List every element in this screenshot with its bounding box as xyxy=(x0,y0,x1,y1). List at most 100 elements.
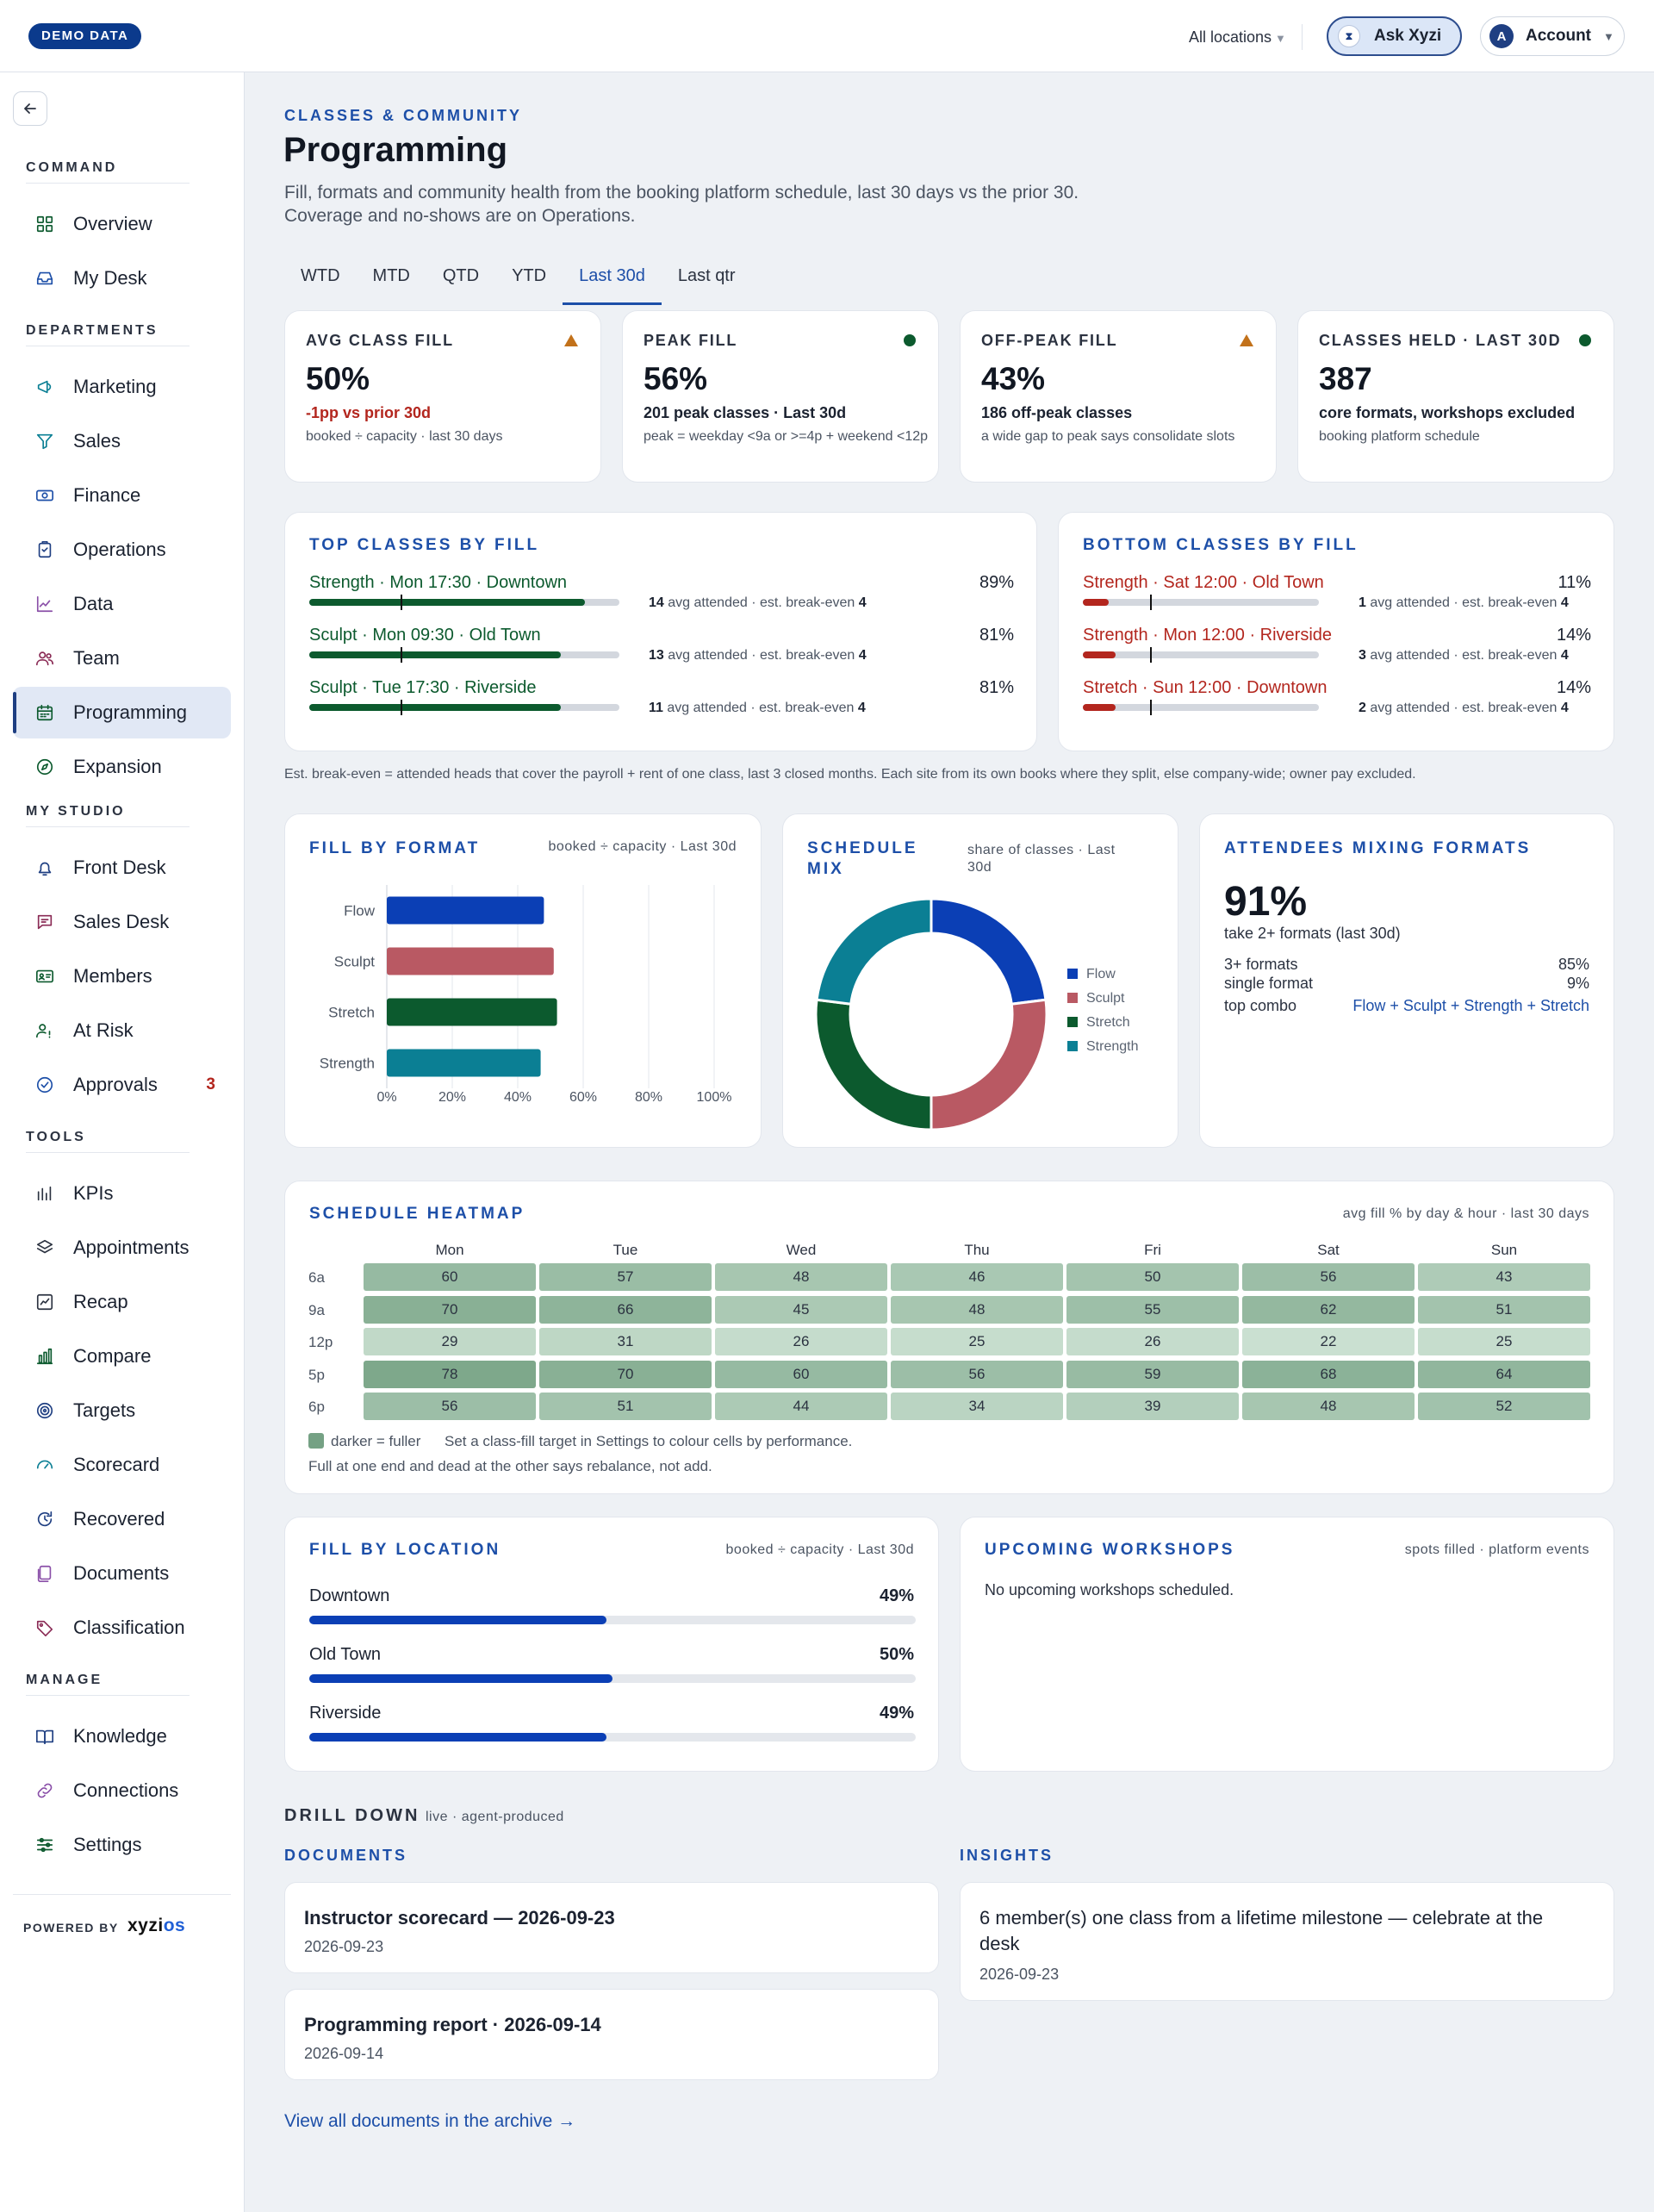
tab-qtd[interactable]: QTD xyxy=(442,266,480,285)
heatmap-cell: 64 xyxy=(1418,1360,1590,1388)
ask-xyzi-button[interactable]: ⧗ Ask Xyzi xyxy=(1327,16,1462,56)
sidebar-item-approvals[interactable]: Approvals 3 xyxy=(13,1059,231,1111)
x-tick-label: 0% xyxy=(376,1090,396,1105)
approvals-count-badge: 3 xyxy=(206,1075,215,1094)
document-card[interactable]: Instructor scorecard — 2026-09-23 2026-09… xyxy=(284,1882,939,1973)
insight-card[interactable]: 6 member(s) one class from a lifetime mi… xyxy=(960,1882,1614,2001)
mixing-caption: take 2+ formats (last 30d) xyxy=(1224,925,1401,942)
sidebar-item-my-desk[interactable]: My Desk xyxy=(13,252,231,304)
fill-by-format-card: FILL BY FORMAT booked ÷ capacity · Last … xyxy=(284,813,762,1148)
sidebar-item-at-risk[interactable]: At Risk xyxy=(13,1005,231,1056)
heatmap-day-label: Sat xyxy=(1317,1242,1340,1258)
heatmap-cell: 34 xyxy=(891,1393,1063,1420)
kpi-card: CLASSES HELD · LAST 30D 387 core formats, … xyxy=(1297,310,1614,483)
upcoming-workshops-card: UPCOMING WORKSHOPS spots filled · platfo… xyxy=(960,1517,1614,1772)
sidebar-item-recap[interactable]: Recap xyxy=(13,1276,231,1328)
sidebar-item-label: Knowledge xyxy=(73,1725,167,1747)
archive-link[interactable]: View all documents in the archive → xyxy=(284,2111,576,2131)
kpi-label: AVG CLASS FILL xyxy=(306,332,454,349)
legend-swatch xyxy=(1067,993,1078,1003)
class-detail: 3 avg attended · est. break-even 4 xyxy=(1359,648,1569,664)
kpi-label: CLASSES HELD · LAST 30D xyxy=(1319,332,1562,349)
breakeven-value: 4 xyxy=(1560,595,1569,610)
tab-ytd[interactable]: YTD xyxy=(512,266,547,285)
tab-last-qtr[interactable]: Last qtr xyxy=(677,266,736,285)
sidebar-item-connections[interactable]: Connections xyxy=(13,1765,231,1816)
card-title: FILL BY LOCATION xyxy=(309,1541,501,1559)
card-title: TOP CLASSES BY FILL xyxy=(309,536,540,554)
tab-wtd[interactable]: WTD xyxy=(301,266,340,285)
collapse-sidebar-button[interactable] xyxy=(13,91,47,126)
legend-item-strength: Strength xyxy=(1067,1039,1138,1055)
bar-flow xyxy=(387,896,544,925)
page-subtitle: Fill, formats and community health from … xyxy=(284,181,1079,227)
sidebar-item-knowledge[interactable]: Knowledge xyxy=(13,1710,231,1762)
sidebar-item-documents[interactable]: Documents xyxy=(13,1548,231,1599)
banknote-icon xyxy=(35,486,54,505)
avg-attended-value: 13 xyxy=(649,648,664,663)
heatmap-cell: 25 xyxy=(1418,1328,1590,1355)
check-circle-icon xyxy=(35,1075,54,1094)
document-card[interactable]: Programming report · 2026-09-14 2026-09-1… xyxy=(284,1989,939,2080)
heatmap-legend-note: Set a class-fill target in Settings to c… xyxy=(445,1433,853,1449)
page-subtitle-line-1: Fill, formats and community health from … xyxy=(284,183,1079,203)
kpi-delta: core formats, workshops excluded xyxy=(1319,404,1576,421)
fill-bar xyxy=(1083,651,1116,658)
account-label: Account xyxy=(1526,27,1591,45)
sidebar-item-compare[interactable]: Compare xyxy=(13,1330,231,1382)
tab-mtd[interactable]: MTD xyxy=(372,266,410,285)
card-meta: booked ÷ capacity · Last 30d xyxy=(548,839,737,854)
breakeven-marker xyxy=(401,700,402,715)
sidebar-item-operations[interactable]: Operations xyxy=(13,524,231,576)
sidebar-item-data[interactable]: Data xyxy=(13,578,231,630)
card-title: ATTENDEES MIXING FORMATS xyxy=(1224,839,1532,857)
chevron-down-icon: ▼ xyxy=(1603,29,1614,43)
kpi-delta: 201 peak classes · Last 30d xyxy=(644,404,847,421)
sidebar-item-expansion[interactable]: Expansion xyxy=(13,741,231,793)
sidebar-item-scorecard[interactable]: Scorecard xyxy=(13,1439,231,1491)
sidebar-item-settings[interactable]: Settings xyxy=(13,1819,231,1871)
sidebar-item-front-desk[interactable]: Front Desk xyxy=(13,842,231,894)
sidebar-item-sales-desk[interactable]: Sales Desk xyxy=(13,896,231,948)
heatmap-cell: 25 xyxy=(891,1328,1063,1355)
card-title: BOTTOM CLASSES BY FILL xyxy=(1083,536,1359,554)
sidebar-item-kpis[interactable]: KPIs xyxy=(13,1168,231,1219)
sidebar-item-recovered[interactable]: Recovered xyxy=(13,1493,231,1545)
sidebar-item-programming[interactable]: Programming xyxy=(13,687,231,738)
mixing-row-value: Flow + Sculpt + Strength + Stretch xyxy=(1352,997,1589,1014)
sidebar-item-team[interactable]: Team xyxy=(13,632,231,684)
location-select[interactable]: All locations ▼ xyxy=(1189,24,1303,50)
class-fill-row: Stretch · Sun 12:00 · Downtown 2 avg atte… xyxy=(1083,678,1591,723)
sidebar-item-label: Marketing xyxy=(73,376,157,397)
legend-item-stretch: Stretch xyxy=(1067,1015,1130,1031)
funnel-icon xyxy=(35,432,54,451)
heatmap-cell: 56 xyxy=(891,1360,1063,1388)
kpi-value: 56% xyxy=(644,361,708,396)
location-fill-pct: 49% xyxy=(879,1704,914,1723)
sidebar-item-marketing[interactable]: Marketing xyxy=(13,361,231,413)
sidebar-item-sales[interactable]: Sales xyxy=(13,415,231,467)
sidebar-item-targets[interactable]: Targets xyxy=(13,1385,231,1436)
tab-last-30d[interactable]: Last 30d xyxy=(563,257,662,305)
sidebar-item-overview[interactable]: Overview xyxy=(13,198,231,250)
fill-bar-track xyxy=(1083,595,1319,610)
ask-xyzi-label: Ask Xyzi xyxy=(1374,27,1442,45)
heatmap-cell: 31 xyxy=(539,1328,712,1355)
sliders-icon xyxy=(35,1835,54,1854)
calendar-icon xyxy=(35,703,54,722)
slice-stretch xyxy=(814,998,933,1131)
sidebar-item-finance[interactable]: Finance xyxy=(13,470,231,521)
account-button[interactable]: A Account ▼ xyxy=(1480,16,1625,56)
heatmap-cell: 48 xyxy=(1242,1393,1415,1420)
class-fill-row: Strength · Sat 12:00 · Old Town 1 avg att… xyxy=(1083,573,1591,618)
sidebar-item-label: At Risk xyxy=(73,1019,134,1041)
sidebar-item-label: Connections xyxy=(73,1779,179,1801)
document-date: 2026-09-14 xyxy=(304,2045,384,2062)
card-title-line-2: MIX xyxy=(807,860,844,878)
sidebar-item-members[interactable]: Members xyxy=(13,950,231,1002)
drill-down-title: DRILL DOWN xyxy=(284,1806,420,1825)
card-title: SCHEDULE HEATMAP xyxy=(309,1205,525,1223)
sidebar-item-appointments[interactable]: Appointments xyxy=(13,1222,231,1274)
sidebar-item-classification[interactable]: Classification xyxy=(13,1602,231,1654)
sidebar-item-label: Team xyxy=(73,647,120,669)
